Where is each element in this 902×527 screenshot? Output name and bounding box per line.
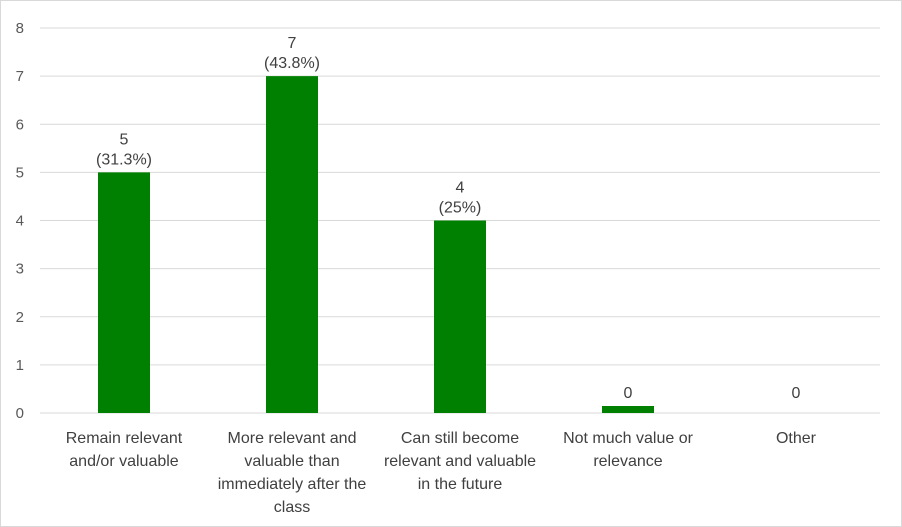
data-label: 0 — [624, 385, 633, 402]
data-label: 4 — [456, 180, 465, 197]
y-tick-label: 0 — [16, 405, 24, 422]
data-label: (25%) — [439, 200, 482, 217]
data-label: 7 — [288, 35, 297, 52]
bar — [98, 172, 150, 413]
y-tick-label: 4 — [16, 213, 24, 230]
bar — [602, 406, 654, 413]
y-tick-label: 8 — [16, 20, 24, 37]
x-category-label: relevant and valuable — [384, 453, 536, 470]
y-tick-label: 1 — [16, 357, 24, 374]
y-tick-label: 5 — [16, 164, 24, 181]
y-tick-label: 3 — [16, 261, 24, 278]
x-category-label: valuable than — [244, 453, 339, 470]
x-category-label: in the future — [418, 476, 503, 493]
x-category-label: Other — [776, 430, 817, 447]
bar — [266, 76, 318, 413]
x-category-label: class — [274, 499, 310, 516]
data-label: (43.8%) — [264, 55, 320, 72]
data-label: 5 — [120, 131, 129, 148]
x-category-label: relevance — [593, 453, 662, 470]
x-category-label: Not much value or — [563, 430, 694, 447]
x-category-label: More relevant and — [228, 430, 357, 447]
data-label: (31.3%) — [96, 151, 152, 168]
bar — [434, 220, 486, 413]
y-tick-label: 7 — [16, 68, 24, 85]
y-tick-label: 2 — [16, 309, 24, 326]
x-category-label: and/or valuable — [69, 453, 179, 470]
x-category-label: Can still become — [401, 430, 519, 447]
data-label: 0 — [792, 385, 801, 402]
x-category-label: Remain relevant — [66, 430, 183, 447]
y-tick-label: 6 — [16, 116, 24, 133]
x-category-label: immediately after the — [218, 476, 367, 493]
